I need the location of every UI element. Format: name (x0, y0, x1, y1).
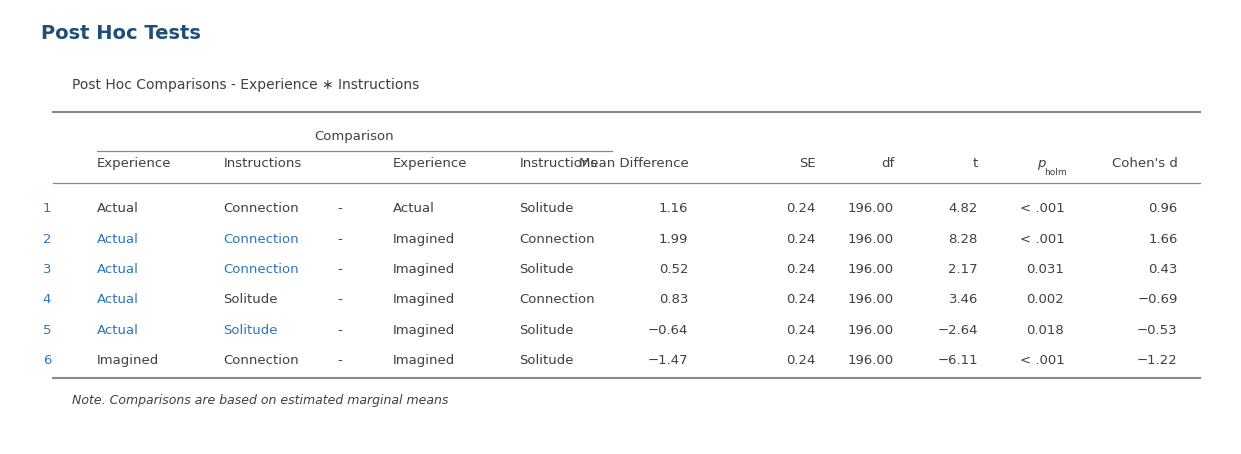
Text: SE: SE (799, 157, 815, 170)
Text: Connection: Connection (223, 263, 299, 276)
Text: 196.00: 196.00 (848, 354, 895, 367)
Text: 196.00: 196.00 (848, 293, 895, 306)
Text: Experience: Experience (97, 157, 171, 170)
Text: 0.83: 0.83 (659, 293, 689, 306)
Text: −1.22: −1.22 (1137, 354, 1178, 367)
Text: Solitude: Solitude (520, 354, 573, 367)
Text: Connection: Connection (520, 233, 594, 246)
Text: t: t (973, 157, 978, 170)
Text: < .001: < .001 (1020, 233, 1065, 246)
Text: 2: 2 (42, 233, 51, 246)
Text: -: - (338, 263, 341, 276)
Text: Cohen's d: Cohen's d (1112, 157, 1178, 170)
Text: 4.82: 4.82 (948, 202, 978, 216)
Text: 1: 1 (42, 202, 51, 216)
Text: 0.43: 0.43 (1148, 263, 1178, 276)
Text: Actual: Actual (97, 324, 139, 337)
Text: Solitude: Solitude (520, 202, 573, 216)
Text: Mean Difference: Mean Difference (578, 157, 689, 170)
Text: 2.17: 2.17 (948, 263, 978, 276)
Text: 0.24: 0.24 (786, 324, 815, 337)
Text: 5: 5 (42, 324, 51, 337)
Text: −6.11: −6.11 (937, 354, 978, 367)
Text: 196.00: 196.00 (848, 202, 895, 216)
Text: Connection: Connection (223, 354, 299, 367)
Text: -: - (338, 293, 341, 306)
Text: 196.00: 196.00 (848, 233, 895, 246)
Text: 0.24: 0.24 (786, 202, 815, 216)
Text: 0.24: 0.24 (786, 293, 815, 306)
Text: Solitude: Solitude (223, 324, 278, 337)
Text: Actual: Actual (97, 233, 139, 246)
Text: Actual: Actual (97, 202, 139, 216)
Text: 0.24: 0.24 (786, 263, 815, 276)
Text: Connection: Connection (520, 293, 594, 306)
Text: 0.018: 0.018 (1026, 324, 1065, 337)
Text: 0.002: 0.002 (1026, 293, 1065, 306)
Text: −2.64: −2.64 (937, 324, 978, 337)
Text: -: - (338, 354, 341, 367)
Text: −1.47: −1.47 (648, 354, 689, 367)
Text: p: p (1037, 157, 1045, 170)
Text: df: df (881, 157, 895, 170)
Text: Imagined: Imagined (392, 293, 454, 306)
Text: Imagined: Imagined (392, 263, 454, 276)
Text: −0.53: −0.53 (1137, 324, 1178, 337)
Text: Imagined: Imagined (392, 233, 454, 246)
Text: 196.00: 196.00 (848, 263, 895, 276)
Text: 6: 6 (42, 354, 51, 367)
Text: Solitude: Solitude (223, 293, 278, 306)
Text: Post Hoc Tests: Post Hoc Tests (41, 24, 201, 43)
Text: 1.99: 1.99 (659, 233, 689, 246)
Text: 1.66: 1.66 (1148, 233, 1178, 246)
Text: 3.46: 3.46 (948, 293, 978, 306)
Text: 0.24: 0.24 (786, 233, 815, 246)
Text: -: - (338, 202, 341, 216)
Text: 3: 3 (42, 263, 51, 276)
Text: Instructions: Instructions (520, 157, 598, 170)
Text: Post Hoc Comparisons - Experience ∗ Instructions: Post Hoc Comparisons - Experience ∗ Inst… (72, 78, 419, 92)
Text: < .001: < .001 (1020, 202, 1065, 216)
Text: Experience: Experience (392, 157, 467, 170)
Text: 0.031: 0.031 (1026, 263, 1065, 276)
Text: Imagined: Imagined (392, 354, 454, 367)
Text: holm: holm (1045, 168, 1067, 177)
Text: 1.16: 1.16 (659, 202, 689, 216)
Text: Comparison: Comparison (314, 130, 395, 143)
Text: −0.69: −0.69 (1137, 293, 1178, 306)
Text: Actual: Actual (392, 202, 434, 216)
Text: Note. Comparisons are based on estimated marginal means: Note. Comparisons are based on estimated… (72, 394, 448, 407)
Text: 0.52: 0.52 (659, 263, 689, 276)
Text: 196.00: 196.00 (848, 324, 895, 337)
Text: -: - (338, 233, 341, 246)
Text: 8.28: 8.28 (948, 233, 978, 246)
Text: Solitude: Solitude (520, 324, 573, 337)
Text: Imagined: Imagined (392, 324, 454, 337)
Text: 4: 4 (42, 293, 51, 306)
Text: 0.96: 0.96 (1148, 202, 1178, 216)
Text: < .001: < .001 (1020, 354, 1065, 367)
Text: Actual: Actual (97, 293, 139, 306)
Text: Instructions: Instructions (223, 157, 302, 170)
Text: Connection: Connection (223, 202, 299, 216)
Text: Connection: Connection (223, 233, 299, 246)
Text: 0.24: 0.24 (786, 354, 815, 367)
Text: -: - (338, 324, 341, 337)
Text: Actual: Actual (97, 263, 139, 276)
Text: Solitude: Solitude (520, 263, 573, 276)
Text: −0.64: −0.64 (648, 324, 689, 337)
Text: Imagined: Imagined (97, 354, 159, 367)
